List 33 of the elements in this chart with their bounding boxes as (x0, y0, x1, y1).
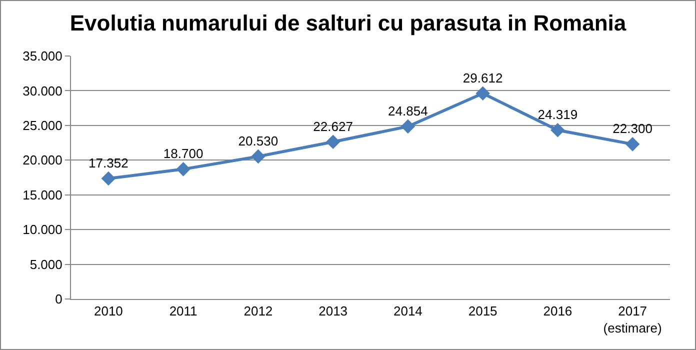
x-tick-label: 2016 (543, 304, 572, 319)
point (400, 119, 416, 134)
point (476, 86, 490, 101)
y-tick-label: 10.000 (22, 222, 62, 238)
data-label: 22.627 (313, 118, 353, 134)
x-tick-label: 2011 (169, 304, 198, 319)
y-tick-label: 35.000 (22, 48, 62, 64)
point (550, 123, 565, 138)
data-label: 29.612 (462, 70, 503, 86)
y-tick-label: 20.000 (22, 152, 62, 168)
x-tick-label: 2012 (244, 304, 273, 319)
point (625, 137, 640, 152)
x-tick-label: 2017 (estimare) (603, 304, 662, 336)
x-tick-label: 2015 (468, 304, 498, 319)
data-label: 22.300 (612, 121, 652, 136)
chart-title: Evolutia numarului de salturi cu parasuta in Romania (70, 10, 627, 36)
data-label: 18.700 (163, 146, 204, 162)
y-tick-label: 15.000 (22, 187, 62, 202)
point (326, 134, 340, 150)
x-tick-label: 2010 (94, 304, 123, 319)
y-tick-label: 0 (55, 292, 62, 307)
point (101, 171, 116, 186)
data-label: 24.854 (388, 103, 428, 118)
point (251, 149, 266, 164)
y-tick-label: 25.000 (22, 118, 62, 133)
data-label: 17.352 (88, 155, 128, 170)
x-tick-label: 2013 (318, 304, 348, 319)
x-tick-label: 2014 (393, 304, 422, 319)
y-tick-label: 30.000 (22, 83, 62, 98)
y-tick-label: 5.000 (30, 256, 62, 272)
point (176, 162, 190, 176)
data-label: 20.530 (238, 133, 278, 148)
data-label: 24.319 (538, 107, 578, 122)
